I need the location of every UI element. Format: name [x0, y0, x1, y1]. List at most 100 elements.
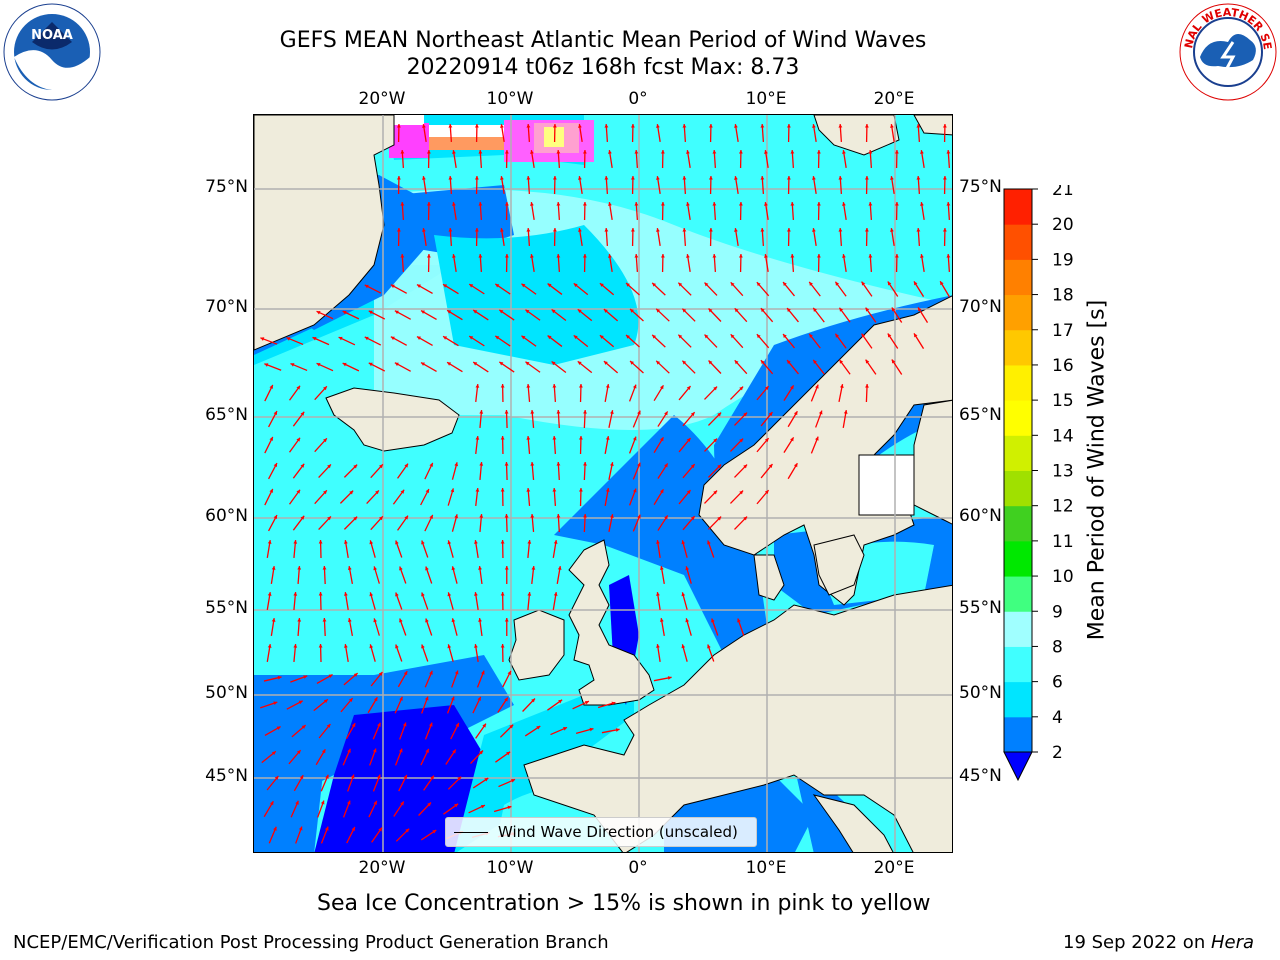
direction-arrow	[451, 618, 458, 636]
direction-arrow	[578, 435, 583, 455]
direction-arrow	[424, 722, 433, 740]
direction-arrow	[347, 774, 355, 792]
direction-arrow	[479, 513, 484, 533]
direction-arrow	[760, 175, 765, 195]
direction-arrow	[397, 670, 408, 688]
direction-arrow	[290, 800, 299, 818]
direction-arrow	[370, 515, 384, 531]
direction-arrow	[293, 591, 298, 611]
colorbar: 2 4 6 8 9 10 11 12 13 14 15 16 17 18 19 20 21	[1003, 185, 1074, 782]
direction-arrow	[634, 149, 639, 169]
direction-arrow	[474, 644, 479, 662]
direction-arrow	[737, 618, 745, 636]
legend-label: Wind Wave Direction (unscaled)	[498, 823, 738, 841]
direction-arrow	[531, 565, 536, 585]
direction-arrow	[288, 385, 301, 401]
direction-arrow	[660, 149, 665, 169]
direction-arrow	[685, 618, 692, 636]
direction-arrow	[552, 592, 558, 610]
direction-arrow	[342, 800, 351, 818]
direction-arrow	[682, 515, 696, 531]
colorbar-segment	[1004, 294, 1032, 331]
direction-arrow	[266, 540, 272, 558]
colorbar-tick-label: 9	[1052, 602, 1063, 622]
direction-arrow	[393, 801, 405, 817]
direction-arrow	[556, 513, 561, 533]
direction-arrow	[707, 516, 722, 530]
direction-arrow	[764, 254, 769, 272]
direction-arrow	[653, 488, 664, 506]
colorbar-segment	[1004, 470, 1032, 507]
direction-arrow	[655, 308, 670, 322]
direction-arrow	[390, 336, 408, 346]
direction-arrow	[711, 618, 719, 636]
direction-arrow	[292, 515, 305, 531]
direction-arrow	[868, 201, 873, 221]
direction-arrow	[347, 566, 354, 584]
direction-arrow	[500, 487, 505, 507]
direction-arrow	[653, 676, 672, 682]
direction-arrow	[656, 644, 661, 662]
direction-arrow	[420, 309, 437, 321]
direction-arrow	[504, 461, 509, 481]
direction-arrow	[475, 723, 487, 739]
colorbar-tick-label: 18	[1052, 286, 1074, 306]
direction-arrow	[920, 150, 925, 168]
direction-arrow	[942, 175, 947, 195]
direction-arrow	[447, 592, 454, 610]
colorbar-tick-label: 14	[1052, 426, 1074, 446]
direction-arrow	[707, 412, 722, 426]
direction-arrow	[552, 383, 557, 403]
direction-arrow	[604, 175, 609, 195]
direction-arrow	[370, 463, 384, 479]
direction-arrow	[268, 462, 278, 480]
direction-arrow	[816, 149, 821, 169]
direction-arrow	[756, 385, 770, 401]
direction-arrow	[681, 592, 688, 610]
direction-arrow	[290, 362, 308, 372]
lon-tick-bottom: 0°	[628, 858, 648, 878]
direction-arrow	[347, 618, 354, 636]
direction-arrow	[556, 409, 561, 429]
direction-arrow	[264, 436, 274, 454]
direction-arrow	[367, 696, 378, 714]
direction-arrow	[756, 281, 770, 297]
direction-arrow	[704, 282, 718, 296]
direction-arrow	[582, 201, 587, 221]
direction-arrow	[316, 310, 334, 320]
direction-arrow	[659, 618, 665, 636]
lat-tick-right: 75°N	[959, 177, 1002, 197]
direction-arrow	[450, 722, 460, 740]
lon-tick-bottom: 20°W	[358, 858, 406, 878]
direction-arrow	[425, 566, 433, 584]
colorbar-label: Mean Period of Wind Waves [s]	[1084, 299, 1110, 641]
direction-arrow	[421, 540, 429, 558]
direction-arrow	[608, 514, 614, 532]
direction-arrow	[630, 175, 635, 195]
direction-arrow	[390, 284, 408, 294]
direction-arrow	[599, 282, 615, 296]
direction-arrow	[320, 826, 329, 844]
direction-arrow	[608, 202, 613, 220]
direction-arrow	[734, 412, 748, 426]
direction-arrow	[452, 202, 457, 220]
direction-arrow	[578, 176, 583, 194]
lat-tick-right: 70°N	[959, 297, 1002, 317]
direction-arrow	[656, 540, 661, 558]
direction-arrow	[472, 309, 489, 321]
direction-arrow	[292, 463, 305, 479]
direction-arrow	[500, 435, 505, 455]
direction-arrow	[783, 437, 795, 453]
direction-arrow	[425, 618, 433, 636]
direction-arrow	[493, 805, 512, 813]
direction-arrow	[498, 309, 515, 321]
direction-arrow	[297, 617, 302, 637]
noaa-logo: NOAA	[3, 3, 101, 101]
lat-tick-left: 60°N	[205, 506, 248, 526]
direction-arrow	[500, 383, 505, 403]
direction-arrow	[346, 826, 356, 844]
direction-arrow	[497, 697, 509, 713]
direction-arrow	[782, 333, 795, 349]
direction-arrow	[476, 670, 485, 688]
direction-arrow	[424, 514, 434, 532]
